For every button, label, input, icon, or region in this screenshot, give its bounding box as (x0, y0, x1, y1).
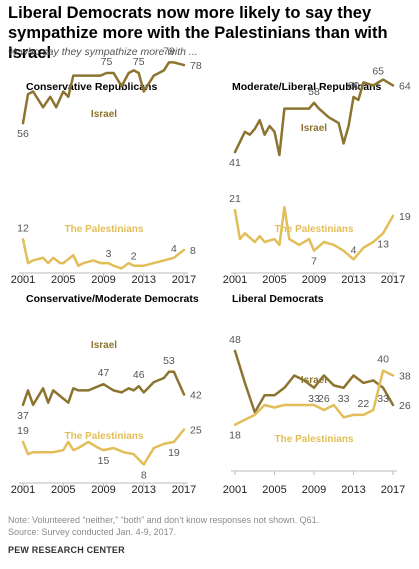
series-line-palestinians (21, 428, 186, 466)
data-label: 33 (338, 393, 350, 405)
x-tick-label: 2001 (223, 484, 247, 496)
data-label: 19 (17, 425, 29, 437)
series-label-palestinians: The Palestinians (275, 224, 354, 235)
panel-title: Conservative Republicans (26, 81, 157, 93)
data-label: 19 (168, 447, 180, 459)
data-label: 26 (399, 400, 411, 412)
data-label: 47 (98, 367, 110, 379)
panel-title: Liberal Democrats (232, 293, 324, 305)
x-tick-label: 2017 (381, 274, 405, 286)
data-label: 75 (101, 56, 113, 68)
x-tick-label: 2001 (11, 274, 35, 286)
series-line-israel (233, 78, 395, 157)
x-tick-label: 2005 (262, 274, 286, 286)
data-label: 79 (163, 45, 175, 57)
data-label: 2 (131, 251, 137, 263)
data-label: 48 (229, 334, 241, 346)
data-label: 78 (190, 60, 202, 72)
panel-title: Conservative/Moderate Democrats (26, 293, 199, 305)
x-tick-label: 2013 (132, 484, 156, 496)
series-label-palestinians: The Palestinians (65, 224, 144, 235)
series-line-israel (233, 349, 395, 414)
data-label: 38 (399, 371, 411, 383)
x-tick-label: 2013 (132, 274, 156, 286)
series-label-palestinians: The Palestinians (275, 434, 354, 445)
series-label-israel: Israel (301, 123, 327, 134)
data-label: 19 (399, 211, 411, 223)
source-organization: PEW RESEARCH CENTER (8, 545, 125, 555)
data-label: 33 (377, 393, 389, 405)
x-tick-label: 2013 (341, 274, 365, 286)
x-tick-label: 2017 (381, 484, 405, 496)
data-label: 75 (133, 56, 145, 68)
series-label-israel: Israel (301, 375, 327, 386)
data-label: 64 (399, 80, 411, 92)
series-line-palestinians (233, 369, 395, 426)
data-label: 58 (308, 86, 320, 98)
data-label: 65 (372, 66, 384, 78)
series-label-israel: Israel (91, 109, 117, 120)
series-line-israel (21, 370, 186, 407)
data-label: 4 (351, 244, 357, 256)
x-tick-label: 2001 (11, 484, 35, 496)
series-line-palestinians (233, 205, 395, 261)
data-label: 12 (17, 222, 29, 234)
x-tick-label: 2017 (172, 484, 196, 496)
data-label: 8 (190, 245, 196, 257)
series-line-israel (21, 61, 186, 125)
x-tick-label: 2013 (341, 484, 365, 496)
data-label: 15 (98, 455, 110, 467)
data-label: 7 (311, 256, 317, 268)
x-tick-label: 2005 (51, 484, 75, 496)
data-label: 60 (348, 80, 360, 92)
data-label: 56 (17, 128, 29, 140)
x-tick-label: 2017 (172, 274, 196, 286)
data-label: 22 (358, 398, 370, 410)
x-tick-label: 2001 (223, 274, 247, 286)
data-label: 53 (163, 355, 175, 367)
x-tick-label: 2005 (262, 484, 286, 496)
x-tick-label: 2009 (91, 484, 115, 496)
data-label: 41 (229, 157, 241, 169)
chart-title: Liberal Democrats now more likely to say… (8, 4, 388, 62)
data-label: 4 (171, 243, 177, 255)
series-label-palestinians: The Palestinians (65, 431, 144, 442)
x-tick-label: 2005 (51, 274, 75, 286)
chart-subtitle: % who say they sympathize more with ... (8, 46, 198, 58)
data-label: 13 (377, 238, 389, 250)
x-tick-label: 2009 (302, 484, 326, 496)
data-label: 8 (141, 470, 147, 482)
source-text: Source: Survey conducted Jan. 4-9, 2017. (8, 527, 177, 537)
data-label: 37 (17, 410, 29, 422)
data-label: 46 (133, 369, 145, 381)
data-label: 25 (190, 425, 202, 437)
series-label-israel: Israel (91, 340, 117, 351)
series-line-palestinians (21, 238, 186, 270)
data-label: 18 (229, 430, 241, 442)
note-text: Note: Volunteered “neither,” “both” and … (8, 515, 320, 525)
data-label: 21 (229, 193, 241, 205)
x-tick-label: 2009 (91, 274, 115, 286)
data-label: 3 (106, 248, 112, 260)
data-label: 40 (377, 354, 389, 366)
data-label: 26 (318, 393, 330, 405)
notes: Note: Volunteered “neither,” “both” and … (8, 514, 413, 538)
x-tick-label: 2009 (302, 274, 326, 286)
data-label: 42 (190, 389, 202, 401)
panel-title: Moderate/Liberal Republicans (232, 81, 382, 93)
data-label: 33 (308, 393, 320, 405)
